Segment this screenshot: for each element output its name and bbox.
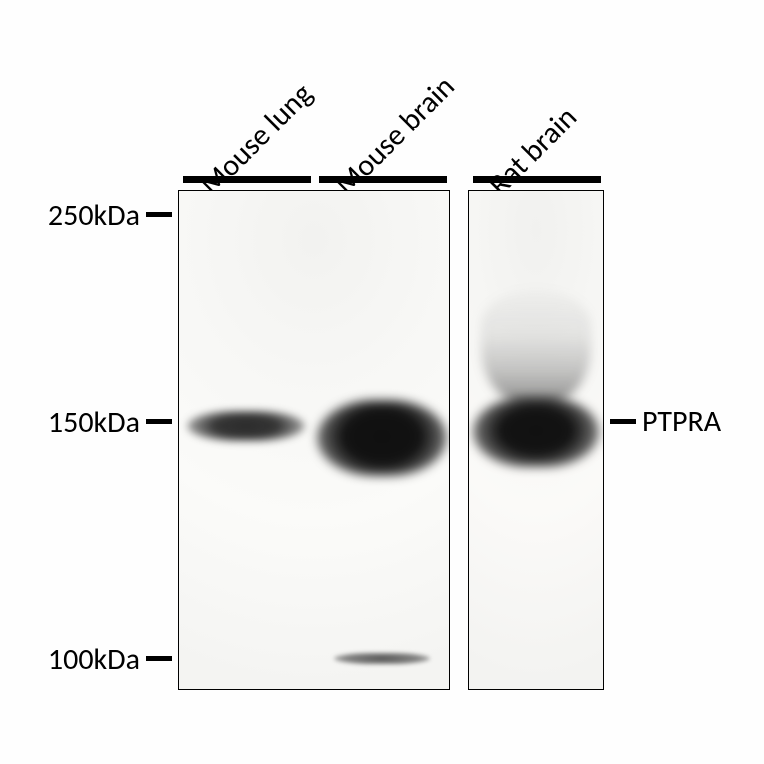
mw-tick-100 [146,656,172,661]
lane-underline-mouse-lung [183,176,311,183]
protein-tick [610,419,636,424]
mw-label-250: 250kDa [18,197,140,234]
blot-strip-right-border [468,190,604,690]
lane-underline-mouse-brain [319,176,447,183]
lane-underline-rat-brain [473,176,601,183]
protein-label-ptpra: PTPRA [642,403,721,440]
blot-strip-left-border [178,190,450,690]
mw-tick-250 [146,212,172,217]
western-blot-figure: 250kDa 150kDa 100kDa Mouse lung Mouse br… [0,0,764,764]
mw-tick-150 [146,419,172,424]
mw-label-100: 100kDa [18,641,140,678]
blot-strip-left [178,190,450,690]
blot-strip-right [468,190,604,690]
lane-label-mouse-lung: Mouse lung [193,76,320,203]
mw-label-150: 150kDa [18,404,140,441]
lane-label-rat-brain: Rat brain [481,99,585,203]
